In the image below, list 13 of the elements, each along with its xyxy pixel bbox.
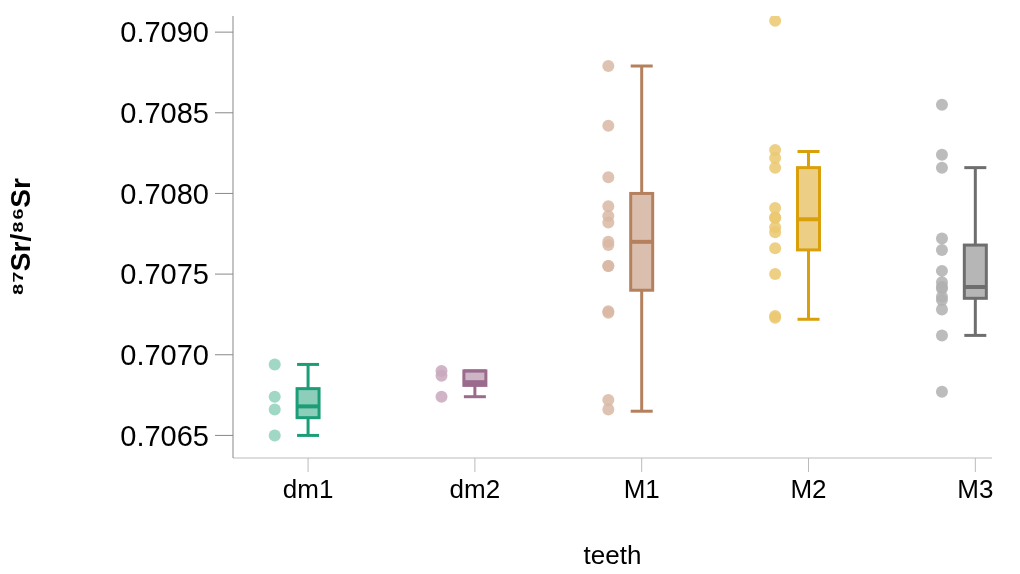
x-tick-label: M3 bbox=[957, 474, 994, 505]
x-tick-label: dm2 bbox=[449, 474, 501, 505]
y-tick-label: 0.7075 bbox=[120, 258, 209, 291]
y-tick-label: 0.7080 bbox=[120, 177, 209, 210]
y-tick-label: 0.7090 bbox=[120, 16, 209, 49]
x-tick-label: M2 bbox=[790, 474, 827, 505]
x-tick-label: dm1 bbox=[282, 474, 334, 505]
y-tick-label: 0.7065 bbox=[120, 419, 209, 452]
y-tick-label: 0.7070 bbox=[120, 339, 209, 372]
y-axis-title: ⁸⁷Sr/⁸⁶Sr bbox=[4, 177, 36, 296]
x-axis-title: teeth bbox=[583, 540, 642, 570]
y-tick-label: 0.7085 bbox=[120, 97, 209, 130]
x-tick-label: M1 bbox=[623, 474, 660, 505]
